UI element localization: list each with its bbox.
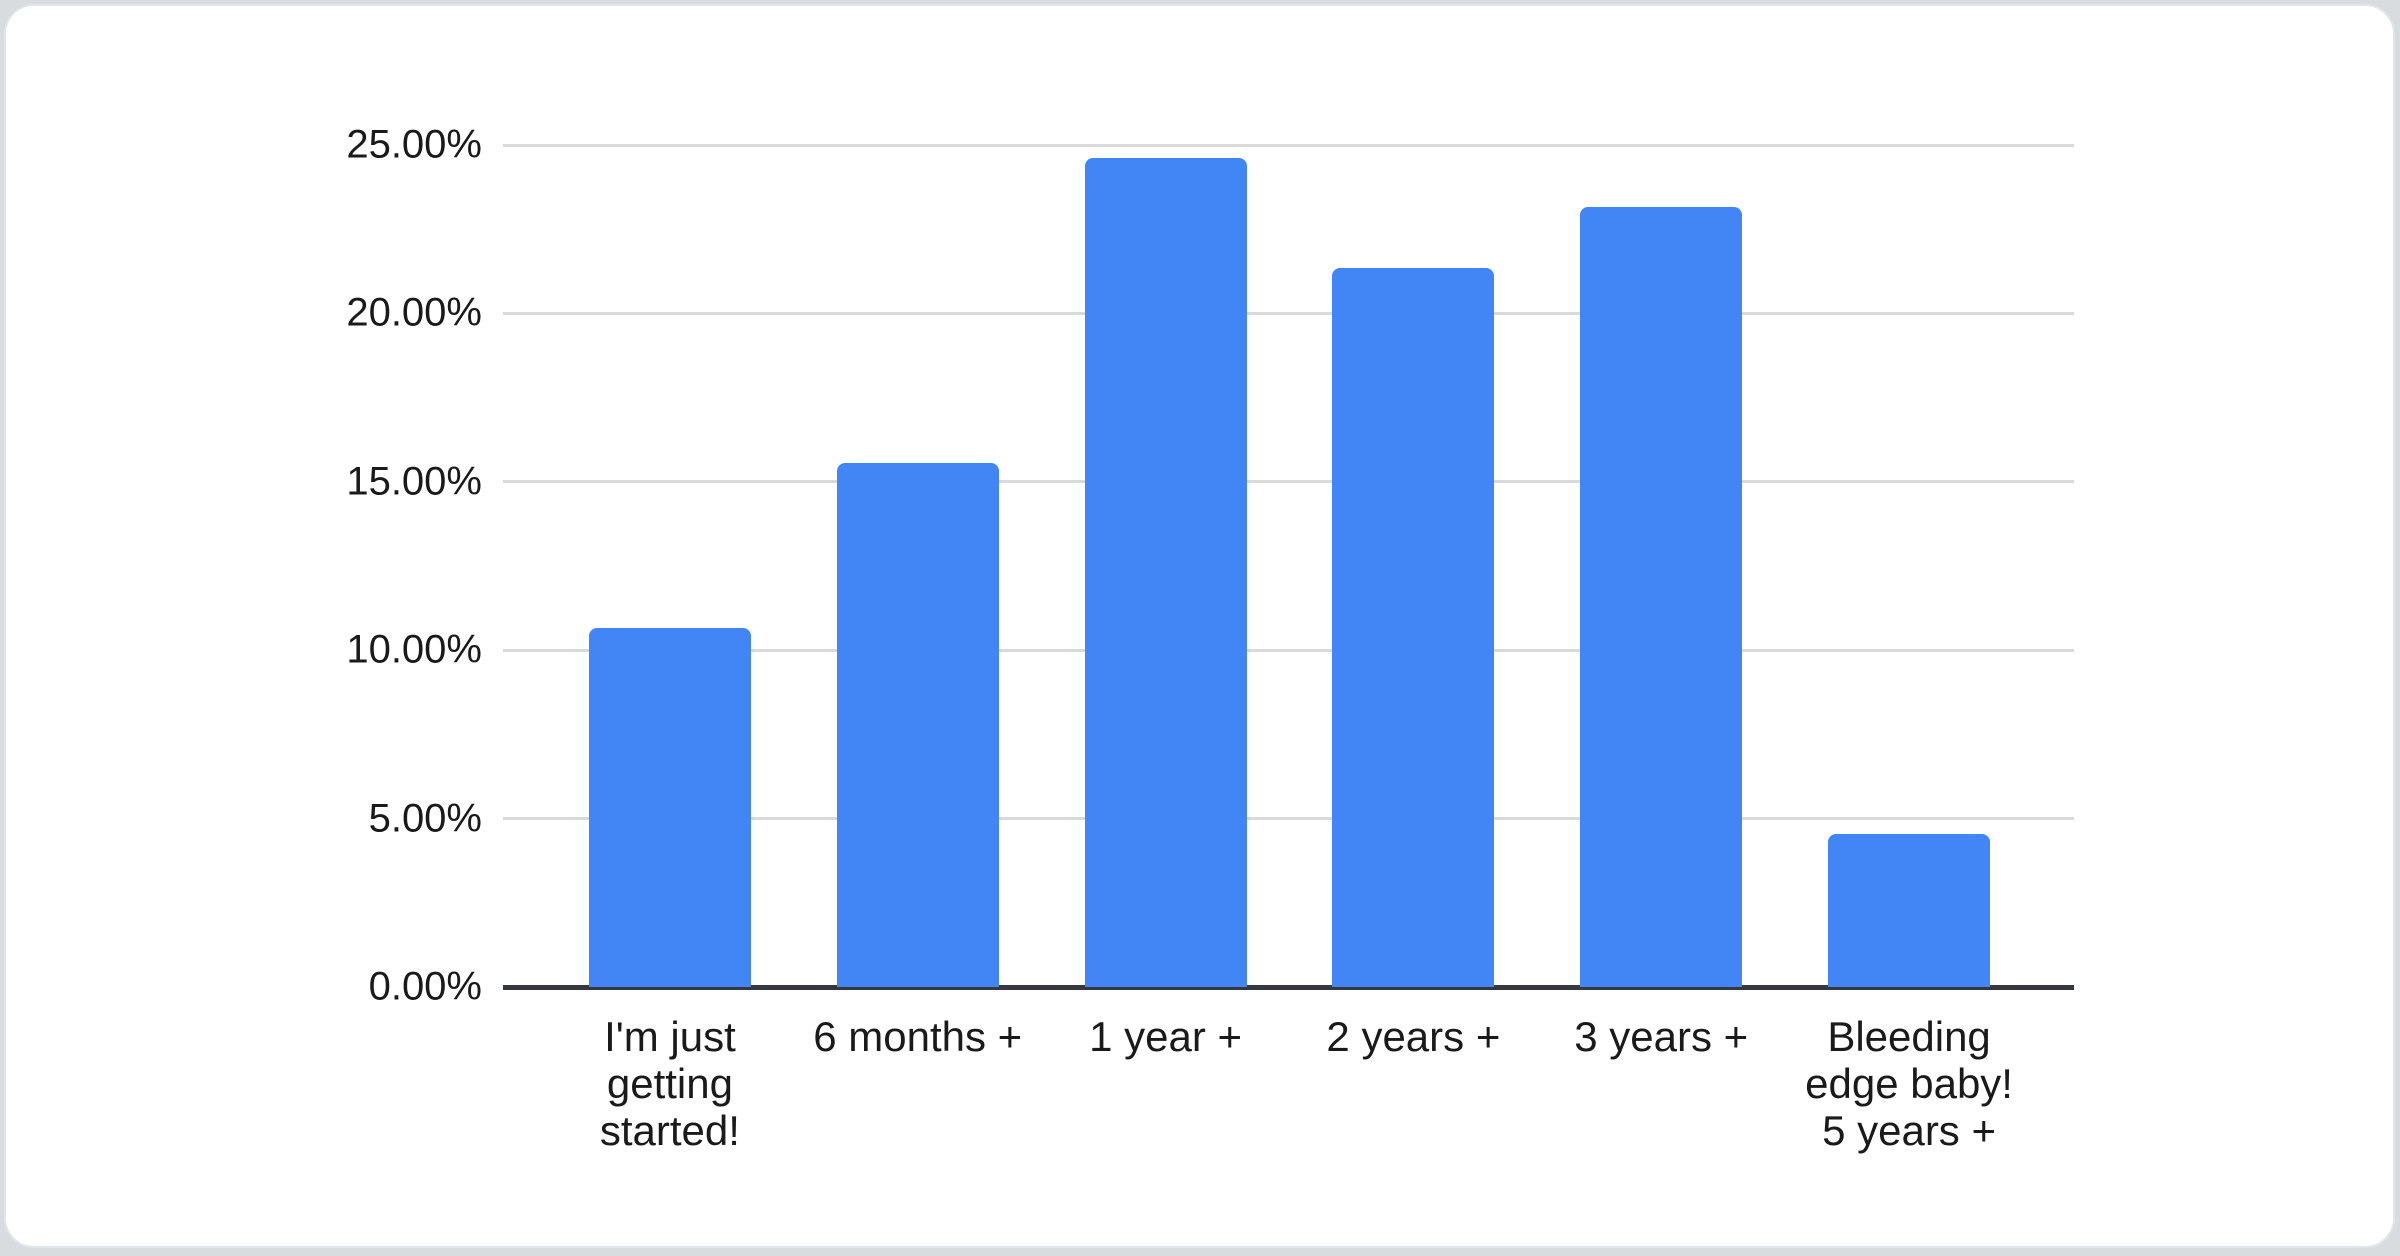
- bar-slot: [546, 145, 794, 987]
- x-category-label: 6 months +: [794, 1013, 1042, 1154]
- x-category-label: 3 years +: [1537, 1013, 1785, 1154]
- bar-slot: [1785, 145, 2033, 987]
- bar-slot: [1537, 145, 1785, 987]
- x-category-label-line: edge baby!: [1805, 1060, 2013, 1107]
- x-axis-line: [503, 985, 2074, 990]
- bar-2[interactable]: [1084, 158, 1247, 987]
- bar-slot: [1042, 145, 1290, 987]
- x-category-label-line: 1 year +: [1089, 1013, 1243, 1060]
- bar-0[interactable]: [588, 628, 751, 987]
- x-category-label-line: 6 months +: [813, 1013, 1023, 1060]
- y-tick-label: 25.00%: [346, 122, 482, 167]
- plot-area: [503, 143, 2074, 990]
- x-category-label-line: 5 years +: [1822, 1107, 1997, 1154]
- x-category-label-line: started!: [599, 1107, 740, 1154]
- x-category-label: I'm just getting started!: [546, 1013, 794, 1154]
- gridline: [503, 311, 2074, 315]
- gridline: [503, 817, 2074, 821]
- x-category-label-line: 3 years +: [1574, 1013, 1749, 1060]
- x-category-label: 1 year +: [1042, 1013, 1290, 1154]
- bar-1[interactable]: [836, 463, 999, 987]
- bar-4[interactable]: [1580, 207, 1743, 987]
- y-axis-labels: 25.00% 20.00% 15.00% 10.00% 5.00% 0.00%: [6, 123, 482, 1009]
- x-category-label-line: Bleeding: [1827, 1013, 1991, 1060]
- y-tick-label: 15.00%: [346, 459, 482, 504]
- y-tick-label: 20.00%: [346, 290, 482, 335]
- gridline: [503, 648, 2074, 652]
- bar-5[interactable]: [1828, 833, 1991, 987]
- x-category-label: 2 years +: [1289, 1013, 1537, 1154]
- chart-card: 25.00% 20.00% 15.00% 10.00% 5.00% 0.00% I'm j…: [4, 4, 2395, 1248]
- gridline: [503, 480, 2074, 484]
- bar-slot: [794, 145, 1042, 987]
- x-category-label-line: getting: [606, 1060, 733, 1107]
- y-tick-label: 5.00%: [368, 796, 482, 841]
- gridline: [503, 143, 2074, 147]
- x-category-label-line: I'm just: [604, 1013, 736, 1060]
- x-category-label: Bleeding edge baby! 5 years +: [1785, 1013, 2033, 1154]
- y-tick-label: 10.00%: [346, 627, 482, 672]
- bar-chart: 25.00% 20.00% 15.00% 10.00% 5.00% 0.00% I'm j…: [6, 6, 2393, 1246]
- bar-3[interactable]: [1332, 267, 1495, 987]
- bars-row: [546, 145, 2033, 987]
- y-tick-label: 0.00%: [368, 964, 482, 1009]
- x-axis-labels: I'm just getting started! 6 months + 1 year …: [546, 1013, 2033, 1154]
- bar-slot: [1289, 145, 1537, 987]
- x-category-label-line: 2 years +: [1326, 1013, 1501, 1060]
